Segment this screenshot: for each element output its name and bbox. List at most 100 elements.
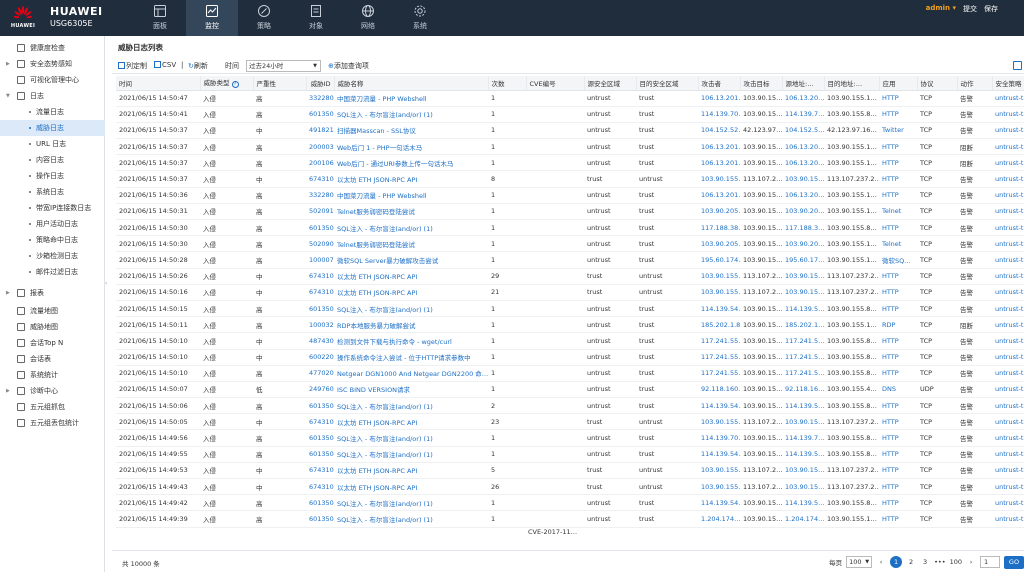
cell-src-addr[interactable]: 103.90.15…: [782, 284, 824, 301]
csv-export-button[interactable]: CSV: [154, 61, 176, 69]
cell-security-policy[interactable]: untrust-t: [992, 429, 1024, 447]
sidebar-item-visual-center[interactable]: 可视化管理中心: [0, 72, 105, 88]
cell-threat-id[interactable]: 1000327: [306, 316, 334, 334]
cell-threat-id[interactable]: 674310: [306, 268, 334, 285]
page-3-button[interactable]: 3: [922, 558, 928, 566]
cell-attacker[interactable]: 92.118.160.5: [698, 381, 740, 399]
sidebar-item-session-topn[interactable]: 会话Top N: [0, 335, 105, 351]
table-row[interactable]: 2021/06/15 14:50:36 入侵高 332280 中国菜刀流量 - PHP…: [116, 187, 1024, 204]
sidebar-item-traffic-map[interactable]: 流量地图: [0, 303, 105, 319]
cell-attacker[interactable]: 117.188.38…: [698, 219, 740, 237]
cell-src-addr[interactable]: 106.13.20…: [782, 138, 824, 156]
col-severity[interactable]: 严重性: [253, 76, 307, 91]
table-row[interactable]: 2021/06/15 14:50:30入侵高6013504SQL注入 - 布尔盲…: [116, 219, 1024, 237]
cell-attacker[interactable]: 117.241.55…: [698, 332, 740, 350]
cell-threat-id[interactable]: 674310: [306, 462, 334, 480]
cell-threat-name[interactable]: Web后门 1 - PHP一句话木马: [334, 138, 488, 156]
cell-threat-id[interactable]: 332280: [306, 90, 334, 107]
cell-application[interactable]: Telnet: [879, 203, 917, 221]
cell-threat-name[interactable]: SQL注入 - 布尔盲注(and/or) (1): [334, 510, 488, 528]
sidebar-item-content-log[interactable]: 内容日志: [0, 152, 105, 168]
table-row[interactable]: 2021/06/15 14:49:43 入侵中 674310 以太坊 ETH JSON…: [116, 478, 1024, 496]
cell-security-policy[interactable]: untrust-t: [992, 381, 1024, 399]
cell-src-addr[interactable]: 114.139.5…: [782, 494, 824, 512]
cell-threat-id[interactable]: 6013504: [306, 106, 334, 123]
cell-attacker[interactable]: 103.90.155…: [698, 462, 740, 480]
cell-threat-id[interactable]: 491821: [306, 122, 334, 140]
cell-application[interactable]: Twitter: [879, 122, 917, 140]
cell-attacker[interactable]: 103.90.155…: [698, 284, 740, 301]
cell-threat-name[interactable]: SQL注入 - 布尔盲注(and/or) (1): [334, 494, 488, 512]
cell-security-policy[interactable]: untrust-t: [992, 462, 1024, 480]
cell-threat-name[interactable]: SQL注入 - 布尔盲注(and/or) (1): [334, 219, 488, 237]
cell-application[interactable]: RDP: [879, 316, 917, 334]
col-target[interactable]: 攻击目标: [740, 76, 783, 91]
cell-threat-name[interactable]: 以太坊 ETH JSON-RPC API: [334, 478, 488, 496]
cell-attacker[interactable]: 114.139.54…: [698, 397, 740, 415]
sidebar-item-policy-hit-log[interactable]: 策略命中日志: [0, 232, 105, 248]
cell-attacker[interactable]: 114.139.54…: [698, 300, 740, 318]
sidebar-item-threat-map[interactable]: 威胁地图: [0, 319, 105, 335]
table-row[interactable]: 2021/06/15 14:50:15入侵高6013504SQL注入 - 布尔盲…: [116, 300, 1024, 318]
cell-src-addr[interactable]: 195.60.17…: [782, 251, 824, 269]
cell-security-policy[interactable]: untrust-t: [992, 203, 1024, 221]
table-row[interactable]: 2021/06/15 14:50:37 入侵中 674310 以太坊 ETH JSON…: [116, 170, 1024, 188]
col-protocol[interactable]: 协议: [917, 76, 958, 91]
cell-security-policy[interactable]: untrust-t: [992, 106, 1024, 123]
table-row[interactable]: 2021/06/15 14:49:39入侵高6013504SQL注入 - 布尔盲…: [116, 510, 1024, 528]
table-row[interactable]: 2021/06/15 14:50:10入侵中6002200操作系统命令注入尝试 …: [116, 349, 1024, 366]
cell-src-addr[interactable]: 103.90.15…: [782, 462, 824, 480]
cell-attacker[interactable]: 103.90.155…: [698, 478, 740, 496]
table-row[interactable]: 2021/06/15 14:49:56入侵高6013504SQL注入 - 布尔盲…: [116, 429, 1024, 447]
sidebar-item-health-check[interactable]: 健康度检查: [0, 40, 105, 56]
table-row[interactable]: 2021/06/15 14:50:31入侵高5020914Telnet服务弱密码…: [116, 203, 1024, 221]
cell-security-policy[interactable]: untrust-t: [992, 300, 1024, 318]
cell-src-addr[interactable]: 103.90.20…: [782, 203, 824, 221]
cell-application[interactable]: HTTP: [879, 170, 917, 188]
sidebar-item-url-log[interactable]: URL 日志: [0, 136, 105, 152]
cell-src-addr[interactable]: 114.139.7…: [782, 106, 824, 123]
table-row[interactable]: 2021/06/15 14:49:42入侵高6013504SQL注入 - 布尔盲…: [116, 494, 1024, 512]
table-row[interactable]: 2021/06/15 14:50:47 入侵高 332280 中国菜刀流量 - PHP…: [116, 90, 1024, 107]
col-dst-addr[interactable]: 目的地址:…: [824, 76, 880, 91]
col-threat-name[interactable]: 威胁名称: [334, 76, 489, 91]
cell-threat-name[interactable]: 中国菜刀流量 - PHP Webshell: [334, 90, 488, 107]
table-row[interactable]: 2021/06/15 14:49:53 入侵中 674310 以太坊 ETH JSON…: [116, 462, 1024, 480]
sidebar-item-security-situation[interactable]: ▶ 安全态势感知: [0, 56, 105, 72]
col-attacker[interactable]: 攻击者: [698, 76, 741, 91]
cell-security-policy[interactable]: untrust-t: [992, 154, 1024, 172]
col-application[interactable]: 应用: [879, 76, 918, 91]
col-count[interactable]: 次数: [488, 76, 527, 91]
cell-threat-name[interactable]: 以太坊 ETH JSON-RPC API: [334, 413, 488, 431]
cell-security-policy[interactable]: untrust-t: [992, 413, 1024, 431]
cell-threat-id[interactable]: 6013504: [306, 510, 334, 528]
cell-src-addr[interactable]: 114.139.5…: [782, 446, 824, 463]
cell-security-policy[interactable]: untrust-t: [992, 90, 1024, 107]
cell-threat-id[interactable]: 249760: [306, 381, 334, 399]
col-threat-id[interactable]: 威胁ID: [306, 76, 335, 91]
col-time[interactable]: 时间: [116, 76, 201, 91]
page-1-button[interactable]: 1: [890, 556, 903, 568]
col-cve[interactable]: CVE编号: [526, 76, 585, 91]
cell-src-addr[interactable]: 185.202.1…: [782, 316, 824, 334]
sidebar-item-bandwidth-log[interactable]: 带宽IP连接数日志: [0, 200, 105, 216]
cell-src-addr[interactable]: 103.90.15…: [782, 170, 824, 188]
cell-security-policy[interactable]: untrust-t: [992, 478, 1024, 496]
cell-threat-id[interactable]: 2000037: [306, 138, 334, 156]
time-range-select[interactable]: 过去24小时 ▼: [246, 60, 321, 72]
cell-threat-id[interactable]: 674310: [306, 478, 334, 496]
page-2-button[interactable]: 2: [908, 558, 914, 566]
table-row[interactable]: 2021/06/15 14:50:30入侵高5020908Telnet服务弱密码…: [116, 235, 1024, 253]
cell-threat-id[interactable]: 5020908: [306, 235, 334, 253]
cell-attacker[interactable]: 117.241.55…: [698, 365, 740, 382]
cell-threat-id[interactable]: 2001066: [306, 154, 334, 172]
cell-src-addr[interactable]: 1.204.174…: [782, 510, 824, 528]
cell-attacker[interactable]: 103.90.205…: [698, 203, 740, 221]
cell-threat-name[interactable]: SQL注入 - 布尔盲注(and/or) (1): [334, 397, 488, 415]
sidebar-item-packet-capture[interactable]: 五元组抓包: [0, 399, 105, 415]
table-row[interactable]: 2021/06/15 14:50:07 入侵低 249760 ISC BIND VER…: [116, 381, 1024, 399]
cell-src-addr[interactable]: 106.13.20…: [782, 154, 824, 172]
table-row[interactable]: 2021/06/15 14:50:11入侵高1000327RDP本地服务暴力破解…: [116, 316, 1024, 334]
cell-security-policy[interactable]: untrust-t: [992, 316, 1024, 334]
cell-application[interactable]: HTTP: [879, 413, 917, 431]
